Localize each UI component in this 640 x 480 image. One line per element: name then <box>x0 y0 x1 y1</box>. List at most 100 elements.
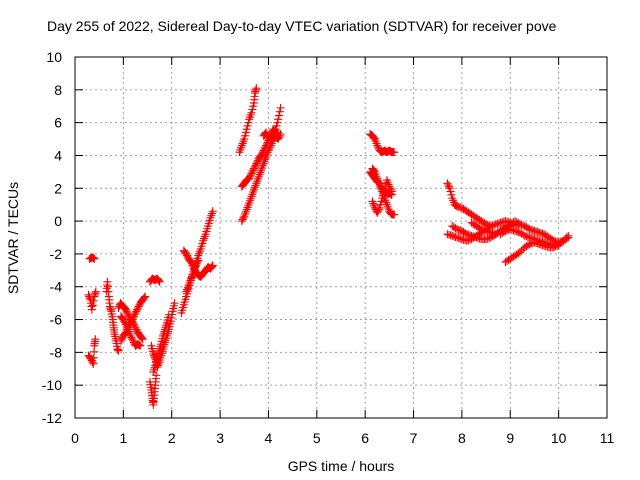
y-tick-label: -6 <box>50 312 63 328</box>
data-point <box>271 133 280 142</box>
data-point <box>275 107 284 116</box>
data-point <box>129 336 138 345</box>
data-point <box>243 121 252 130</box>
data-point <box>155 277 164 286</box>
data-point <box>208 262 217 271</box>
data-point <box>136 341 145 350</box>
y-tick-label: 6 <box>54 115 62 131</box>
data-point <box>258 149 267 158</box>
data-point <box>252 84 261 93</box>
data-point <box>554 241 563 250</box>
data-point <box>122 322 131 331</box>
data-point <box>249 164 258 173</box>
y-tick-label: -10 <box>42 377 62 393</box>
x-tick-label: 0 <box>71 430 79 446</box>
x-tick-label: 9 <box>506 430 514 446</box>
data-point <box>375 203 384 212</box>
data-point <box>272 121 281 130</box>
data-point <box>183 251 192 260</box>
data-point <box>127 333 136 342</box>
data-point <box>122 307 131 316</box>
data-point <box>90 254 99 263</box>
data-point <box>264 146 273 155</box>
data-point <box>134 302 143 311</box>
data-point <box>245 174 254 183</box>
x-axis-label: GPS time / hours <box>288 458 395 474</box>
data-point <box>475 224 484 233</box>
data-point <box>374 207 383 216</box>
data-point <box>88 358 97 367</box>
data-point <box>387 187 396 196</box>
data-point <box>266 143 275 152</box>
data-point <box>133 304 142 313</box>
data-point <box>386 184 395 193</box>
y-tick-label: 10 <box>46 49 62 65</box>
data-point <box>131 323 140 332</box>
data-point <box>149 350 158 359</box>
data-point <box>244 118 253 127</box>
data-point <box>251 161 260 170</box>
data-point <box>194 256 203 265</box>
data-point <box>114 346 123 355</box>
data-point <box>164 310 173 319</box>
y-tick-label: -2 <box>50 246 63 262</box>
plot-frame <box>74 56 608 419</box>
data-point <box>88 301 97 310</box>
data-point <box>131 308 140 317</box>
y-tick-label: -12 <box>42 410 62 426</box>
data-point <box>89 296 98 305</box>
data-point <box>91 335 100 344</box>
data-point <box>373 141 382 150</box>
data-point <box>237 217 246 226</box>
y-tick-label: -4 <box>50 279 63 295</box>
data-point <box>117 335 126 344</box>
x-tick-label: 4 <box>265 430 273 446</box>
y-tick-label: 2 <box>54 180 62 196</box>
data-point <box>128 315 137 324</box>
x-tick-label: 2 <box>168 430 176 446</box>
data-point <box>129 313 138 322</box>
data-point <box>524 241 533 250</box>
data-point <box>120 318 129 327</box>
x-tick-label: 5 <box>313 430 321 446</box>
x-tick-label: 6 <box>361 430 369 446</box>
chart-title: Day 255 of 2022, Sidereal Day-to-day VTE… <box>47 18 557 34</box>
data-point <box>193 258 202 267</box>
data-point <box>386 185 395 194</box>
data-point <box>247 169 256 178</box>
data-point <box>132 325 141 334</box>
data-point <box>445 184 454 193</box>
data-point <box>517 246 526 255</box>
data-point <box>191 261 200 270</box>
data-point <box>370 133 379 142</box>
data-point <box>127 317 136 326</box>
data-point <box>250 162 259 171</box>
data-point <box>562 234 571 243</box>
data-point <box>130 310 139 319</box>
data-point <box>241 131 250 140</box>
data-point <box>123 308 132 317</box>
data-point <box>126 331 135 340</box>
data-point <box>182 249 191 258</box>
data-point <box>273 130 282 139</box>
data-points <box>84 84 573 409</box>
data-point <box>137 334 146 343</box>
data-point <box>121 305 130 314</box>
data-point <box>91 287 100 296</box>
data-point <box>242 125 251 134</box>
x-tick-label: 3 <box>216 430 224 446</box>
data-point <box>241 128 250 137</box>
data-point <box>140 293 149 302</box>
data-point <box>192 259 201 268</box>
data-point <box>133 305 142 314</box>
data-point <box>274 111 283 120</box>
data-point <box>87 305 96 314</box>
data-point <box>564 233 573 242</box>
data-point <box>253 158 262 167</box>
data-point <box>377 197 386 206</box>
data-point <box>138 335 147 344</box>
data-point <box>390 210 399 219</box>
data-point <box>239 213 248 222</box>
data-point <box>245 172 254 181</box>
data-point <box>446 187 455 196</box>
